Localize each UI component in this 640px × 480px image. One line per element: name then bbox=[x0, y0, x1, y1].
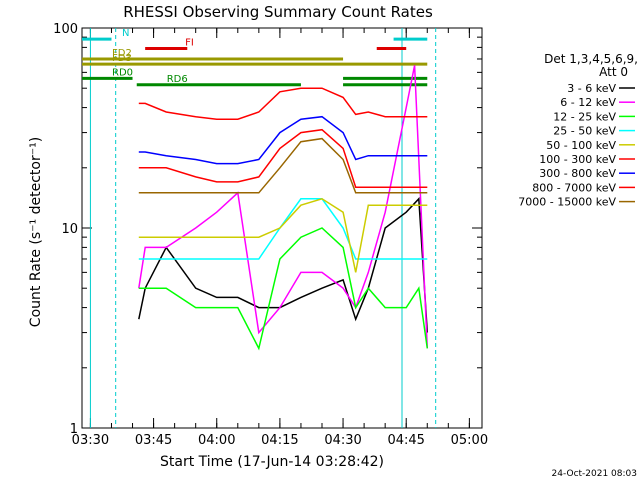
flag-label: RD6 bbox=[167, 74, 188, 85]
legend-item-label: 100 - 300 keV bbox=[539, 153, 616, 166]
series-line bbox=[138, 115, 428, 165]
legend-item-label: 3 - 6 keV bbox=[567, 82, 616, 95]
x-axis-label: Start Time (17-Jun-14 03:28:42) bbox=[160, 454, 384, 470]
legend-item-label: 50 - 100 keV bbox=[546, 139, 616, 152]
legend-title-line1: Det 1,3,4,5,6,9, bbox=[544, 52, 638, 66]
timestamp: 24-Oct-2021 08:03 bbox=[552, 469, 637, 479]
chart-title: RHESSI Observing Summary Count Rates bbox=[123, 3, 433, 21]
legend-title-line2: Att 0 bbox=[599, 65, 628, 79]
axis-ticks: 03:30 03:45 04:00 04:15 04:30 04:45 05:00 1 10 10… bbox=[53, 22, 488, 448]
series-lines bbox=[138, 65, 429, 351]
legend-item-label: 25 - 50 keV bbox=[553, 125, 616, 138]
y-axis-label: Count Rate (s⁻¹ detector⁻¹) bbox=[28, 137, 44, 327]
series-line bbox=[138, 197, 429, 333]
flag-label: FD2 bbox=[112, 48, 132, 59]
x-tick-label: 03:30 bbox=[72, 433, 109, 448]
x-tick-label: 04:15 bbox=[261, 433, 298, 448]
series-line bbox=[138, 65, 429, 349]
series-line bbox=[138, 197, 428, 273]
y-tick-label: 100 bbox=[53, 22, 78, 37]
series-line bbox=[138, 198, 428, 260]
legend-item-label: 6 - 12 keV bbox=[560, 96, 616, 109]
legend-item-label: 12 - 25 keV bbox=[553, 110, 616, 123]
x-tick-label: 04:00 bbox=[198, 433, 235, 448]
vertical-marker-lines bbox=[89, 28, 437, 428]
x-tick-label: 04:45 bbox=[387, 433, 424, 448]
x-tick-label: 04:30 bbox=[324, 433, 361, 448]
legend-item-label: 800 - 7000 keV bbox=[532, 181, 616, 194]
y-tick-label: 10 bbox=[61, 222, 78, 237]
flag-label: RD0 bbox=[112, 67, 133, 78]
flag-label: FD3 bbox=[112, 53, 132, 64]
series-line bbox=[138, 128, 428, 188]
series-line bbox=[138, 227, 429, 351]
series-line bbox=[138, 137, 428, 194]
x-tick-label: 03:45 bbox=[135, 433, 172, 448]
flag-label: N bbox=[122, 28, 129, 39]
x-tick-label: 05:00 bbox=[451, 433, 488, 448]
y-tick-label: 1 bbox=[70, 422, 78, 437]
series-line bbox=[138, 87, 428, 120]
flag-label: FI bbox=[185, 37, 194, 48]
legend-item-label: 7000 - 15000 keV bbox=[518, 196, 616, 209]
legend-item-label: 300 - 800 keV bbox=[539, 167, 616, 180]
